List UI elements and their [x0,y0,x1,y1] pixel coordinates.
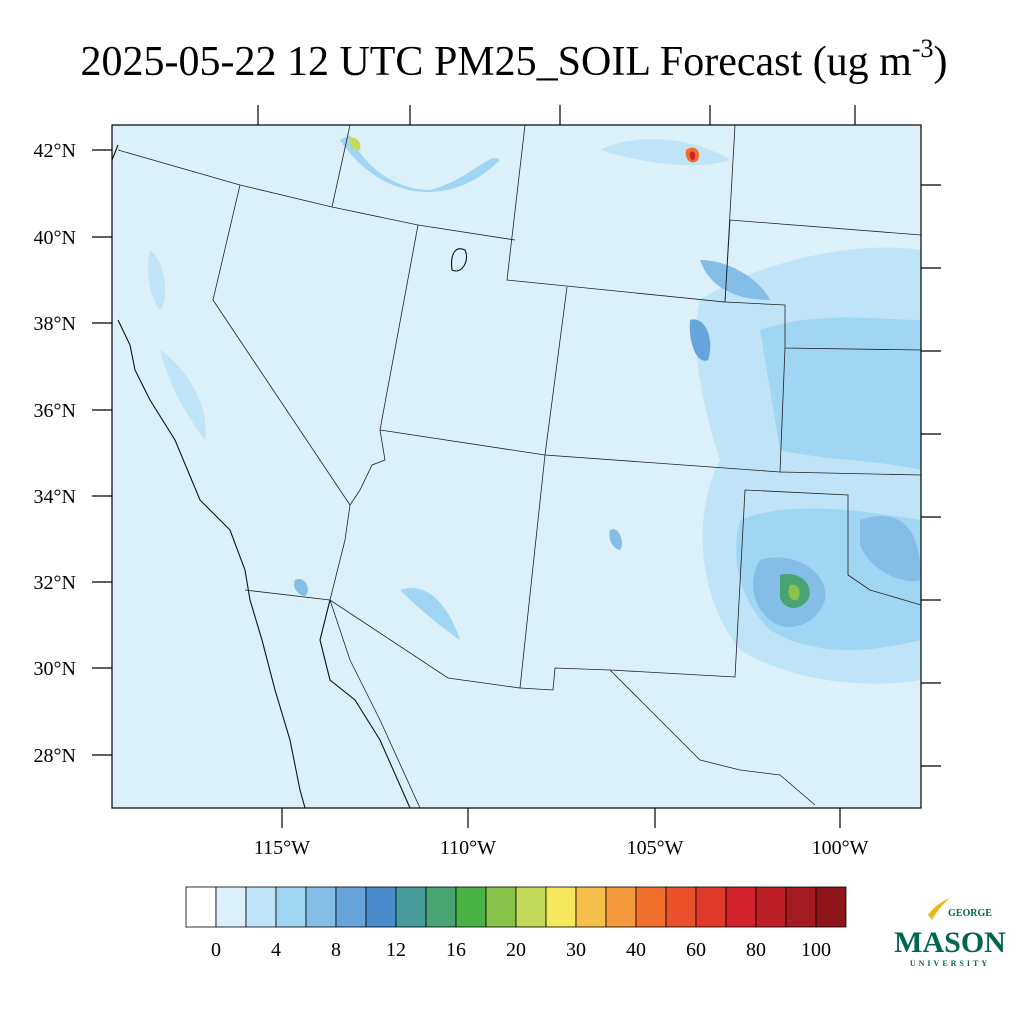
title-main: 2025-05-22 12 UTC PM25_SOIL Forecast (ug… [80,39,912,85]
colorbar-box [305,886,337,928]
colorbar-box [455,886,487,928]
lat-label: 28°N [34,745,76,767]
colorbar-box [635,886,667,928]
colorbar-box [575,886,607,928]
lat-label: 36°N [34,400,76,422]
map-frame [111,124,922,809]
lat-label: 32°N [34,572,76,594]
colorbar: 0 4 8 12 16 20 30 40 60 80 100 [185,886,847,961]
colorbar-label: 0 [211,939,221,961]
logo-bottom: UNIVERSITY [910,959,990,968]
colorbar-box [515,886,547,928]
colorbar-box [755,886,787,928]
colorbar-box [395,886,427,928]
lon-label: 105°W [627,837,684,859]
colorbar-label: 20 [506,939,526,961]
logo: GEORGE MASON UNIVERSITY [894,898,1006,968]
lon-label: 115°W [254,837,310,859]
colorbar-label: 100 [801,939,831,961]
map [112,125,921,808]
lat-label: 42°N [34,140,76,162]
lat-label: 30°N [34,658,76,680]
colorbar-box [815,886,847,928]
colorbar-box [725,886,757,928]
lat-label: 38°N [34,313,76,335]
lon-label: 110°W [440,837,496,859]
lat-label: 40°N [34,227,76,249]
colorbar-box [275,886,307,928]
colorbar-box [785,886,817,928]
colorbar-label: 80 [746,939,766,961]
colorbar-box [665,886,697,928]
colorbar-box [215,886,247,928]
colorbar-box [335,886,367,928]
colorbar-box [485,886,517,928]
frame-ticks [92,105,941,828]
lat-label: 34°N [34,486,76,508]
colorbar-box [425,886,457,928]
colorbar-label: 60 [686,939,706,961]
colorbar-label: 16 [446,939,466,961]
colorbar-label: 8 [331,939,341,961]
colorbar-box [245,886,277,928]
colorbar-box [605,886,637,928]
title-end: ) [934,39,948,85]
colorbar-box [695,886,727,928]
colorbar-label: 4 [271,939,281,961]
lon-label: 100°W [812,837,869,859]
colorbar-box [365,886,397,928]
colorbar-box [545,886,577,928]
colorbar-label: 40 [626,939,646,961]
colorbar-label: 12 [386,939,406,961]
colorbar-box [185,886,217,928]
title: 2025-05-22 12 UTC PM25_SOIL Forecast (ug… [80,34,947,85]
colorbar-label: 30 [566,939,586,961]
logo-top: GEORGE [948,908,992,919]
logo-main: MASON [894,926,1006,959]
title-superscript: -3 [912,34,934,63]
